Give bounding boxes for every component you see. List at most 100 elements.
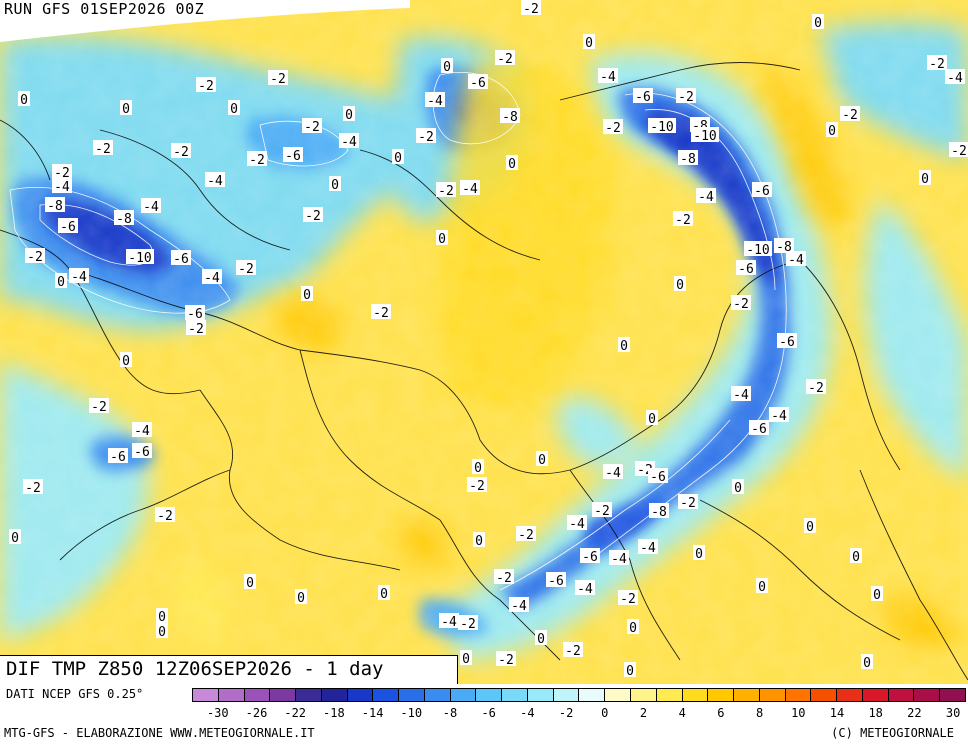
- color-swatch: [656, 689, 683, 701]
- color-swatch: [682, 689, 709, 701]
- contour-label-text: 0: [462, 652, 470, 667]
- contour-label: 0: [850, 548, 862, 565]
- contour-label-text: -2: [951, 144, 967, 159]
- contour-label-bg: [244, 574, 256, 589]
- contour-label: -10: [691, 127, 719, 144]
- contour-label-text: -6: [110, 450, 126, 465]
- anomaly-field: [0, 0, 968, 684]
- contour-label: -2: [521, 0, 541, 17]
- contour-label-text: -4: [947, 71, 963, 86]
- contour-label-bg: [806, 379, 826, 394]
- contour-label-bg: [676, 88, 696, 103]
- contour-label-text: -2: [91, 400, 107, 415]
- contour-label: 0: [120, 100, 132, 117]
- color-swatch: [244, 689, 271, 701]
- contour-label-bg: [563, 642, 583, 657]
- contour-label: -2: [467, 477, 487, 494]
- contour-label: 0: [228, 100, 240, 117]
- contour-label-text: -2: [460, 617, 476, 632]
- scale-tick-label: -18: [323, 706, 345, 720]
- contour-label: -2: [25, 248, 45, 265]
- contour-label: -6: [546, 572, 566, 589]
- contour-label-bg: [186, 320, 206, 335]
- color-swatch: [605, 689, 632, 701]
- contour-label-bg: [618, 337, 630, 352]
- contour-label: 0: [460, 650, 472, 667]
- contour-label: 0: [120, 352, 132, 369]
- contour-label: -4: [609, 550, 629, 567]
- contour-label-text: 0: [508, 157, 516, 172]
- color-swatch: [785, 689, 812, 701]
- contour-label-text: -2: [238, 262, 254, 277]
- contour-label: -6: [648, 468, 668, 485]
- scale-tick-label: -14: [361, 706, 384, 720]
- contour-label-text: -4: [698, 190, 714, 205]
- contour-label: 0: [861, 654, 873, 671]
- contour-label-bg: [535, 630, 547, 645]
- contour-label-text: -6: [582, 550, 598, 565]
- contour-label-text: 0: [230, 102, 238, 117]
- contour-label: 0: [441, 58, 453, 75]
- contour-label-text: -2: [620, 592, 636, 607]
- contour-label-text: 0: [297, 591, 305, 606]
- contour-label-bg: [638, 539, 658, 554]
- contour-label-text: -10: [650, 120, 673, 135]
- color-swatch: [373, 689, 400, 701]
- contour-label-text: 0: [475, 534, 483, 549]
- contour-label-bg: [126, 249, 154, 264]
- contour-label-text: -4: [462, 182, 478, 197]
- contour-label: -2: [678, 494, 698, 511]
- contour-label-text: 0: [158, 610, 166, 625]
- contour-label: -2: [416, 128, 436, 145]
- contour-label-bg: [546, 572, 566, 587]
- contour-label-text: 0: [676, 278, 684, 293]
- contour-label-text: -2: [497, 52, 513, 67]
- contour-label-bg: [458, 615, 478, 630]
- contour-label: -6: [283, 147, 303, 164]
- scale-tick-label: 8: [755, 706, 764, 720]
- contour-label-text: 0: [695, 547, 703, 562]
- contour-label: -4: [205, 172, 225, 189]
- contour-label-bg: [521, 0, 541, 15]
- data-source: DATI NCEP GFS 0.25°: [6, 687, 144, 701]
- contour-label-text: -4: [577, 582, 593, 597]
- contour-label-bg: [472, 459, 484, 474]
- contour-label: 0: [343, 106, 355, 123]
- contour-label-text: 0: [629, 621, 637, 636]
- contour-label: -2: [52, 164, 72, 181]
- color-swatch: [553, 689, 580, 701]
- contour-label-text: -2: [469, 479, 485, 494]
- contour-label-text: -4: [600, 70, 616, 85]
- contour-label-bg: [812, 14, 824, 29]
- contour-label: -8: [114, 210, 134, 227]
- contour-label: -2: [236, 260, 256, 277]
- contour-label-text: -2: [188, 322, 204, 337]
- contour-label-bg: [678, 494, 698, 509]
- contour-label: 0: [627, 619, 639, 636]
- contour-label: 0: [436, 230, 448, 247]
- contour-label-text: 0: [345, 108, 353, 123]
- contour-label-text: -2: [438, 184, 454, 199]
- contour-label: -2: [155, 507, 175, 524]
- contour-label: -8: [649, 503, 669, 520]
- contour-label: 0: [919, 170, 931, 187]
- contour-label-bg: [371, 304, 391, 319]
- contour-label-text: -2: [173, 145, 189, 160]
- temperature-anomaly-map[interactable]: -2 0 0 -2 -4 -2 0 -6 -4 -4 -2 -2 0 0 0 -6 -2 -8 0 -2 -2 -10 -8…: [0, 0, 968, 684]
- contour-label-text: 0: [246, 576, 254, 591]
- contour-label: 0: [244, 574, 256, 591]
- contour-label-bg: [468, 74, 488, 89]
- contour-label: -6: [132, 443, 152, 460]
- color-swatch: [193, 689, 219, 701]
- contour-label-text: -8: [502, 110, 518, 125]
- contour-label-text: 0: [122, 102, 130, 117]
- contour-label-text: 0: [806, 520, 814, 535]
- contour-label-text: -2: [675, 213, 691, 228]
- contour-label-text: 0: [863, 656, 871, 671]
- contour-label-text: -2: [733, 297, 749, 312]
- contour-label: -4: [509, 597, 529, 614]
- contour-label: 0: [392, 149, 404, 166]
- contour-label-bg: [45, 197, 65, 212]
- contour-label-bg: [646, 410, 658, 425]
- contour-label-bg: [228, 100, 240, 115]
